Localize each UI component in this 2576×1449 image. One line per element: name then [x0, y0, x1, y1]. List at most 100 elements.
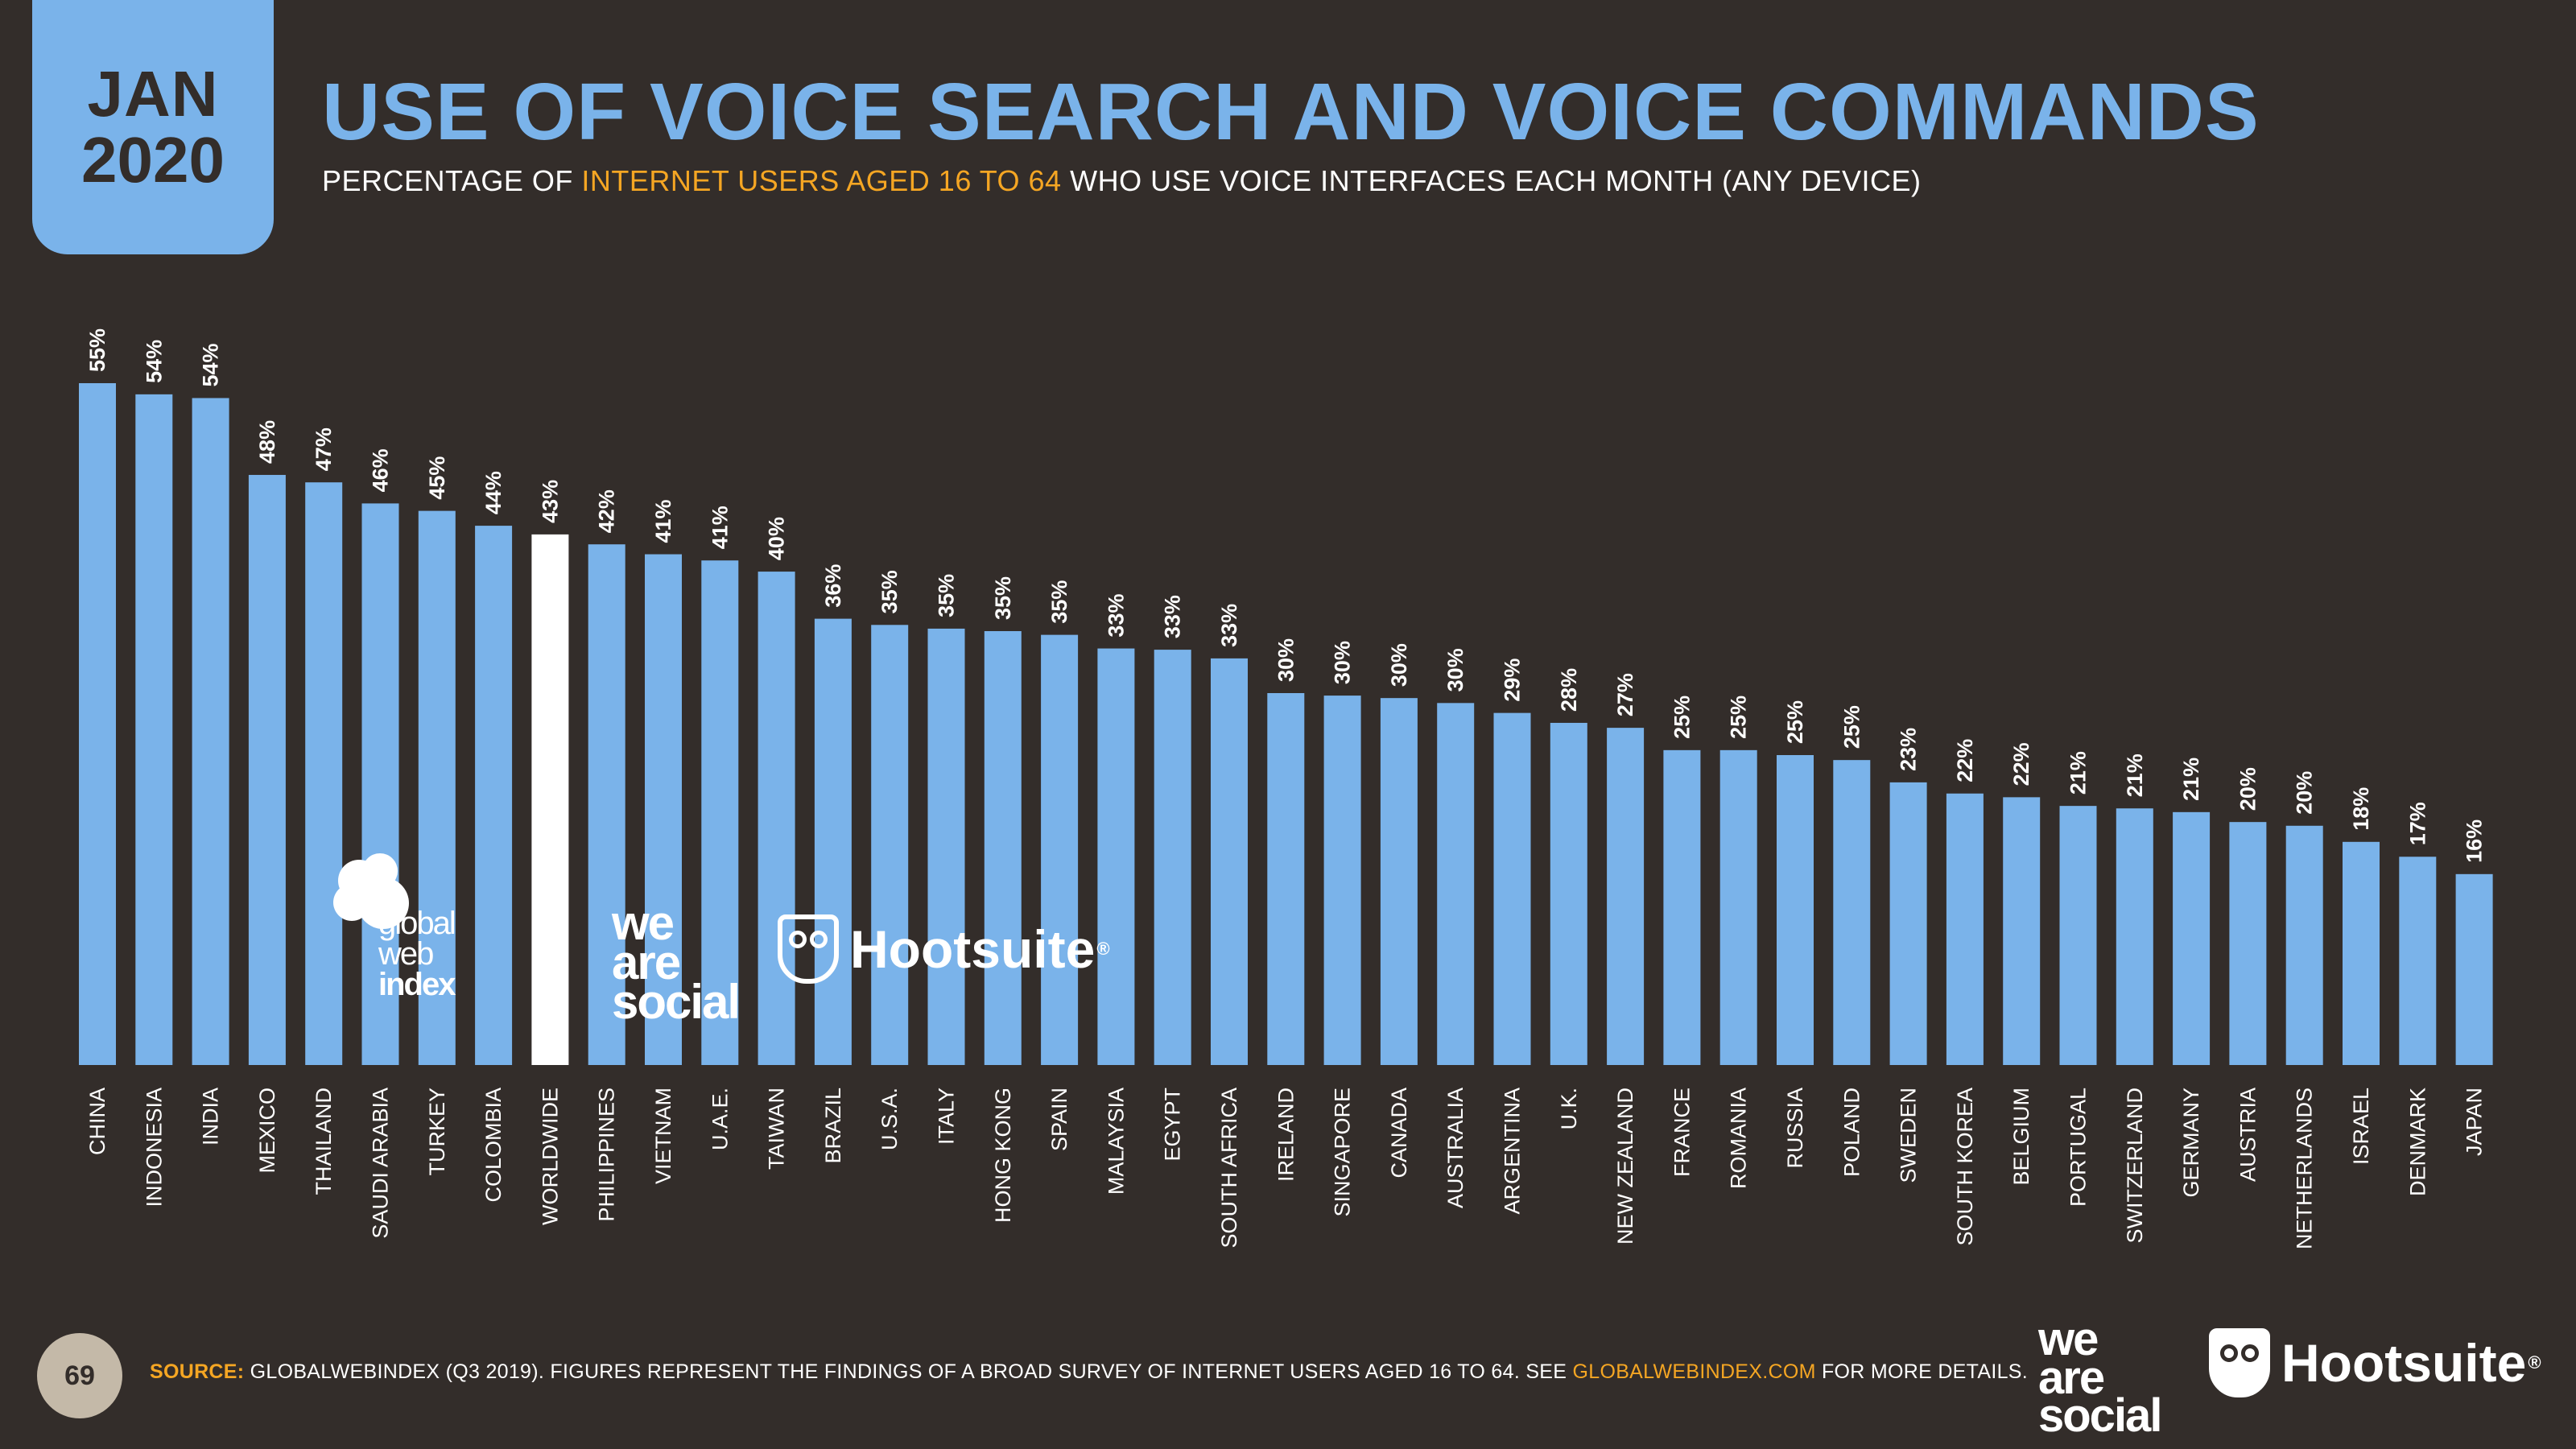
category-label: SINGAPORE: [1331, 1088, 1355, 1217]
subtitle-pre: PERCENTAGE OF: [322, 164, 582, 197]
category-label: ISRAEL: [2349, 1088, 2373, 1165]
source-note: SOURCE: GLOBALWEBINDEX (Q3 2019). FIGURE…: [150, 1360, 2028, 1384]
bar-u-k: [1550, 722, 1587, 1065]
bar-south-africa: [1211, 658, 1248, 1065]
date-badge: JAN 2020: [32, 0, 274, 254]
bar-egypt: [1154, 650, 1191, 1065]
category-label: TAIWAN: [765, 1088, 789, 1170]
was-line1: we: [612, 896, 675, 950]
category-label: THAILAND: [312, 1088, 336, 1195]
page-subtitle: PERCENTAGE OF INTERNET USERS AGED 16 TO …: [322, 164, 1922, 198]
was-line3: social: [612, 975, 741, 1030]
footer-was-line2: are: [2038, 1351, 2105, 1404]
bar-france: [1663, 749, 1701, 1065]
category-label: NEW ZEALAND: [1613, 1088, 1637, 1245]
value-label: 36%: [821, 564, 845, 608]
category-label: VIETNAM: [651, 1088, 675, 1184]
value-label: 21%: [2123, 753, 2147, 797]
subtitle-highlight: INTERNET USERS AGED 16 TO 64: [581, 164, 1062, 197]
was-line2: are: [612, 935, 681, 990]
bar-malaysia: [1097, 648, 1135, 1065]
bar-taiwan: [758, 572, 795, 1065]
bar-worldwide: [531, 534, 569, 1065]
bar-india: [192, 398, 229, 1066]
gwi-line1: global: [378, 906, 456, 941]
value-label: 18%: [2349, 787, 2373, 831]
value-label: 20%: [2293, 771, 2317, 815]
source-text: GLOBALWEBINDEX (Q3 2019). FIGURES REPRES…: [244, 1360, 1573, 1383]
bar-philippines: [588, 544, 625, 1065]
value-label: 30%: [1387, 643, 1411, 687]
bar-indonesia: [135, 394, 173, 1065]
source-label: SOURCE:: [150, 1360, 245, 1383]
category-label: INDONESIA: [142, 1088, 166, 1208]
bar-poland: [1833, 760, 1871, 1065]
value-label: 48%: [255, 420, 279, 464]
category-label: SAUDI ARABIA: [369, 1088, 393, 1239]
category-label: IRELAND: [1274, 1088, 1298, 1182]
value-label: 28%: [1557, 668, 1581, 712]
bar-portugal: [2059, 806, 2097, 1065]
date-month: JAN: [87, 58, 219, 130]
bar-u-s-a: [871, 625, 909, 1065]
bar-germany: [2173, 811, 2211, 1065]
value-label: 25%: [1783, 700, 1807, 744]
value-label: 25%: [1839, 705, 1864, 749]
value-label: 43%: [538, 480, 562, 523]
gwi-line3: index: [378, 967, 456, 1002]
category-label: SWITZERLAND: [2123, 1088, 2147, 1244]
bar-colombia: [475, 526, 513, 1065]
category-label: U.K.: [1557, 1088, 1581, 1130]
category-label: COLOMBIA: [481, 1088, 506, 1203]
value-label: 33%: [1217, 604, 1241, 647]
bar-switzerland: [2116, 808, 2153, 1065]
category-label: TURKEY: [425, 1088, 449, 1176]
hootsuite-wordmark: Hootsuite: [850, 919, 1096, 979]
category-label: SOUTH AFRICA: [1217, 1088, 1241, 1249]
value-label: 55%: [85, 328, 109, 372]
bar-saudi-arabia: [361, 503, 399, 1065]
footer-was-line1: we: [2038, 1313, 2099, 1365]
bar-vietnam: [645, 554, 682, 1065]
value-label: 21%: [2066, 751, 2091, 795]
bar-israel: [2343, 841, 2380, 1065]
value-label: 35%: [991, 576, 1015, 620]
bar-hong-kong: [984, 631, 1022, 1065]
value-label: 21%: [2179, 758, 2203, 801]
category-label: SOUTH KOREA: [1953, 1088, 1977, 1246]
category-label: AUSTRALIA: [1443, 1088, 1468, 1208]
hootsuite-logo: Hootsuite ®: [778, 914, 1110, 984]
category-label: ARGENTINA: [1501, 1088, 1525, 1215]
value-label: 46%: [369, 448, 393, 492]
category-label: CHINA: [85, 1088, 109, 1155]
category-label: PHILIPPINES: [595, 1088, 619, 1222]
source-link[interactable]: GLOBALWEBINDEX.COM: [1572, 1360, 1816, 1383]
bar-brazil: [814, 618, 852, 1065]
bar-singapore: [1323, 696, 1361, 1065]
bar-turkey: [418, 510, 456, 1065]
date-year: 2020: [81, 124, 225, 196]
category-label: BELGIUM: [2009, 1088, 2033, 1186]
footer-hootsuite-wordmark: Hootsuite: [2281, 1333, 2527, 1393]
bar-romania: [1719, 749, 1757, 1065]
gwi-bubbles-icon: [333, 853, 422, 934]
category-label: ITALY: [935, 1088, 959, 1145]
value-label: 22%: [2009, 742, 2033, 786]
bar-u-a-e: [701, 560, 739, 1065]
category-label: WORLDWIDE: [538, 1088, 562, 1225]
value-label: 16%: [2462, 819, 2487, 863]
bar-south-korea: [1946, 793, 1984, 1065]
value-label: 47%: [312, 427, 336, 471]
bar-china: [79, 383, 116, 1065]
category-label: RUSSIA: [1783, 1088, 1807, 1169]
value-label: 30%: [1443, 648, 1468, 691]
bar-argentina: [1493, 712, 1531, 1065]
bar-denmark: [2399, 857, 2437, 1065]
registered-mark: ®: [1096, 939, 1110, 959]
value-label: 25%: [1727, 696, 1751, 739]
value-label: 41%: [651, 499, 675, 543]
category-label: AUSTRIA: [2235, 1088, 2260, 1182]
value-label: 54%: [142, 340, 166, 383]
category-label: CANADA: [1387, 1088, 1411, 1179]
